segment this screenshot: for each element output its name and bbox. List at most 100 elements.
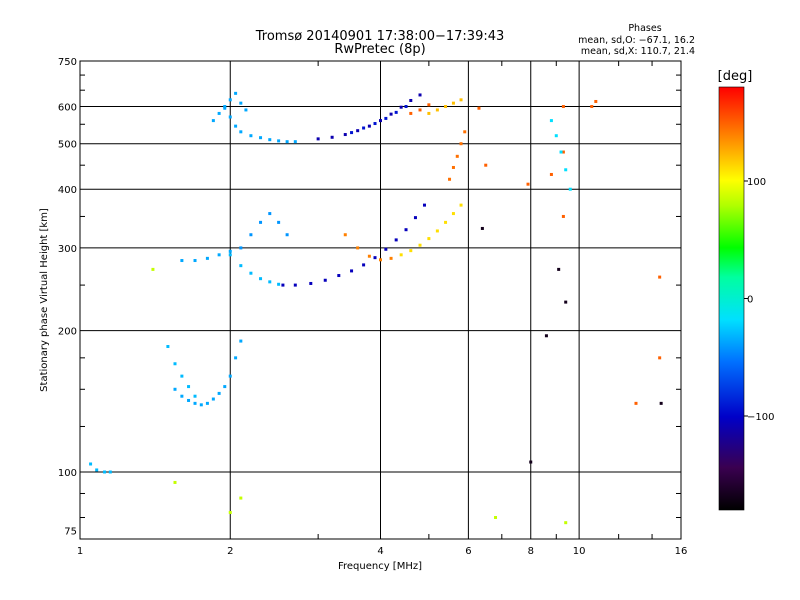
data-point xyxy=(658,356,662,360)
data-point xyxy=(193,401,197,405)
data-point xyxy=(356,129,360,133)
data-point xyxy=(494,516,498,520)
data-point xyxy=(459,203,463,207)
y-tick-label: 500 xyxy=(58,140,77,151)
data-point xyxy=(379,258,382,262)
data-point xyxy=(463,130,467,134)
data-point xyxy=(285,140,289,144)
data-point xyxy=(173,480,177,484)
data-point xyxy=(451,101,455,105)
data-point xyxy=(103,470,107,474)
data-point xyxy=(228,249,232,253)
data-point xyxy=(193,259,197,263)
data-point xyxy=(554,134,558,138)
data-point xyxy=(549,119,553,123)
data-point xyxy=(459,98,463,102)
y-tick-label: 200 xyxy=(58,327,77,338)
data-point xyxy=(151,267,155,271)
y-tick-label: 75 xyxy=(64,527,77,538)
data-point xyxy=(362,263,366,267)
data-point xyxy=(228,374,232,378)
colorbar-tick-label: −100 xyxy=(747,412,774,423)
data-point xyxy=(367,124,371,128)
data-point xyxy=(529,460,533,464)
data-point xyxy=(228,115,232,119)
data-point xyxy=(239,264,243,268)
data-point xyxy=(480,226,484,230)
data-point xyxy=(418,243,422,247)
data-point xyxy=(223,385,227,389)
data-point xyxy=(239,130,243,134)
data-point xyxy=(277,139,281,143)
x-tick-label: 16 xyxy=(675,546,688,557)
data-point xyxy=(544,334,548,338)
data-points xyxy=(89,91,663,525)
x-tick-label: 8 xyxy=(528,546,534,557)
data-point xyxy=(451,212,455,216)
data-point xyxy=(268,138,272,142)
data-point xyxy=(259,136,263,140)
data-point xyxy=(268,280,272,284)
colorbar-tick-label: 100 xyxy=(747,177,766,188)
colorbar xyxy=(718,86,745,511)
data-point xyxy=(448,177,452,181)
data-point xyxy=(367,254,371,258)
data-point xyxy=(323,278,327,282)
data-point xyxy=(239,246,243,250)
y-axis-title: Stationary phase Virtual Height [km] xyxy=(39,208,50,392)
data-point xyxy=(658,275,662,279)
data-point xyxy=(409,249,413,253)
data-point xyxy=(277,282,281,286)
data-point xyxy=(205,401,209,405)
data-point xyxy=(435,108,439,112)
data-point xyxy=(343,233,347,237)
y-tick-label: 750 xyxy=(58,57,77,68)
stats-line-o: mean, sd,O: −67.1, 16.2 xyxy=(578,35,695,46)
data-point xyxy=(444,220,448,224)
data-point xyxy=(234,124,238,128)
data-point xyxy=(356,246,360,250)
plot-frame xyxy=(79,60,682,540)
data-point xyxy=(404,105,408,109)
data-point xyxy=(373,122,377,126)
data-point xyxy=(590,105,594,109)
data-point xyxy=(234,356,238,360)
data-point xyxy=(223,105,227,109)
stats-line-x: mean, sd,X: 110.7, 21.4 xyxy=(581,46,695,57)
data-point xyxy=(564,168,568,172)
data-point xyxy=(217,253,221,257)
data-point xyxy=(259,220,263,224)
data-point xyxy=(422,203,426,207)
y-tick-label: 300 xyxy=(58,244,77,255)
data-point xyxy=(108,470,112,474)
data-point xyxy=(384,247,388,251)
x-tick-label: 2 xyxy=(227,546,233,557)
data-point xyxy=(199,403,203,407)
data-point xyxy=(95,468,99,472)
data-point xyxy=(268,212,272,216)
data-point xyxy=(166,345,170,349)
data-point xyxy=(350,269,354,273)
data-point xyxy=(180,374,184,378)
data-point xyxy=(564,300,568,304)
data-point xyxy=(451,165,455,169)
data-point xyxy=(205,256,209,260)
data-point xyxy=(484,163,488,167)
data-point xyxy=(330,135,334,139)
data-point xyxy=(409,98,413,102)
data-point xyxy=(399,253,403,257)
data-point xyxy=(409,111,413,115)
data-point xyxy=(561,214,565,218)
data-point xyxy=(211,397,215,401)
data-point xyxy=(217,111,221,115)
data-point xyxy=(549,172,553,176)
data-point xyxy=(187,385,191,389)
data-point xyxy=(594,99,598,103)
data-point xyxy=(293,140,297,144)
x-tick-label: 10 xyxy=(573,546,586,557)
data-point xyxy=(418,108,422,112)
grid-lines xyxy=(80,61,681,539)
data-point xyxy=(187,398,191,402)
data-point xyxy=(659,401,663,405)
